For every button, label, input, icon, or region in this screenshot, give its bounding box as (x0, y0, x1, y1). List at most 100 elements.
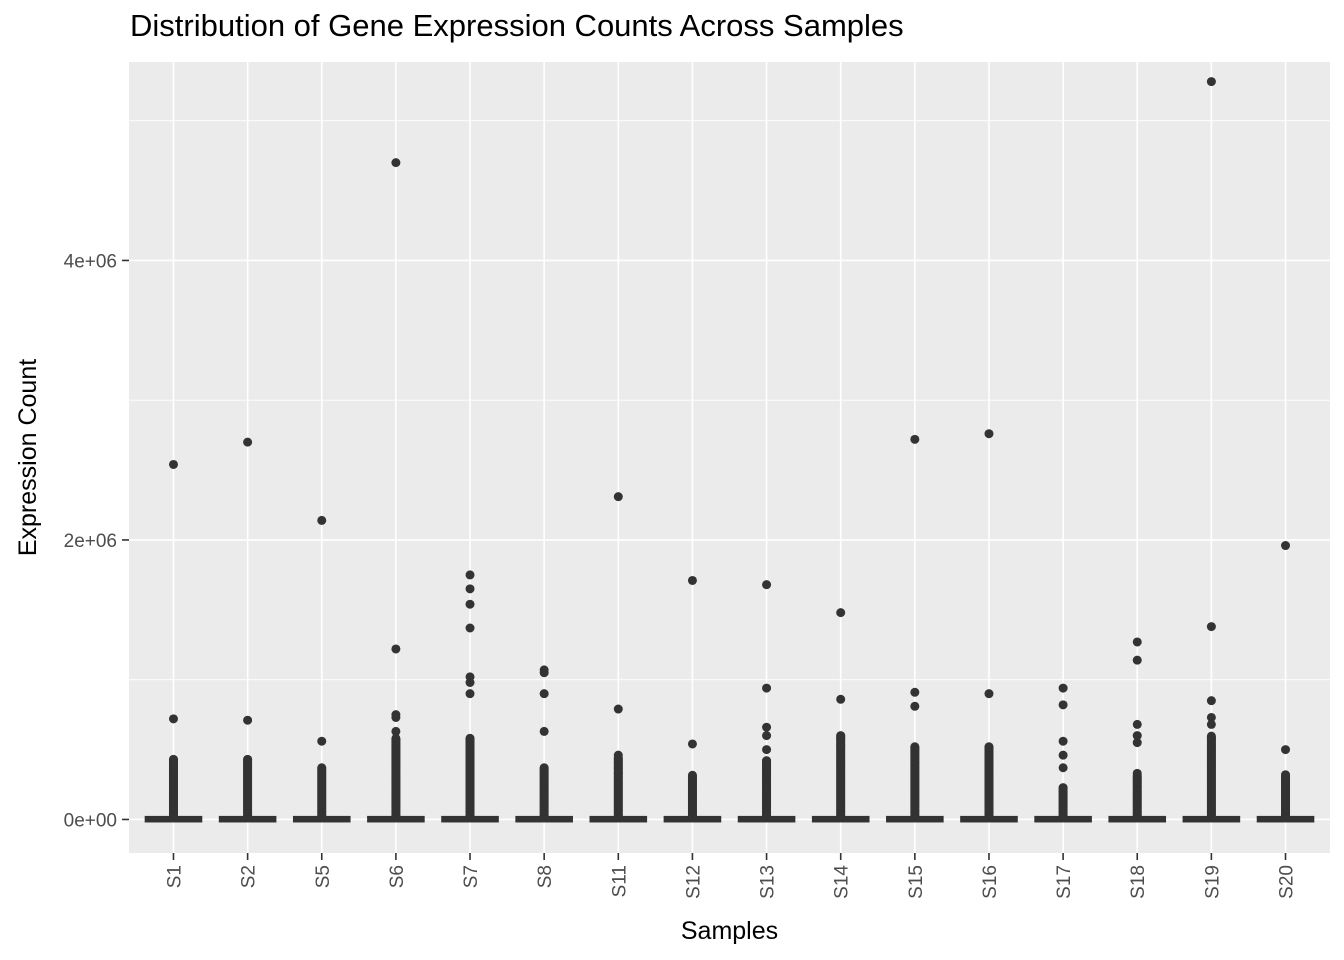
box-marks (144, 77, 1315, 823)
outlier-point (836, 608, 846, 618)
y-tick-label: 2e+06 (64, 531, 117, 552)
outlier-point (836, 733, 846, 743)
outlier-point (391, 158, 401, 168)
x-tick-label: S14 (832, 865, 853, 899)
x-tick-label: S19 (1202, 865, 1223, 899)
outlier-point (168, 714, 178, 724)
outlier-point (1132, 719, 1142, 729)
outlier-point (762, 756, 772, 766)
outlier-point (243, 715, 253, 725)
outlier-point (687, 739, 697, 749)
outlier-point (391, 644, 401, 654)
outlier-point (465, 570, 475, 580)
x-axis: S1 S2 S5 S6 S7 S8 S11 S12 S13 S14 S15 S16 S17 S18 S19 S… (164, 853, 1298, 899)
y-axis-title: Expression Count (14, 359, 42, 556)
outlier-point (1058, 736, 1068, 746)
box-group-S16 (960, 429, 1018, 823)
outlier-point (168, 459, 178, 469)
x-tick-label: S2 (239, 865, 260, 888)
box-group-S20 (1256, 541, 1315, 823)
box-group-S11 (589, 492, 648, 823)
outlier-point (836, 694, 846, 704)
outlier-point (539, 763, 549, 773)
box-group-S5 (292, 515, 351, 823)
outlier-point (613, 768, 623, 778)
outlier-point (1206, 719, 1216, 729)
x-tick-label: S1 (164, 865, 185, 888)
outlier-point (465, 623, 475, 633)
outlier-point (539, 726, 549, 736)
outlier-point (762, 683, 772, 693)
outlier-point (1132, 738, 1142, 748)
outlier-point (1281, 770, 1291, 780)
outlier-point (910, 701, 920, 711)
outlier-point (317, 763, 327, 773)
outlier-point (762, 745, 772, 755)
outlier-point (1058, 763, 1068, 773)
outlier-point (1206, 622, 1216, 632)
outlier-point (317, 736, 327, 746)
outlier-point (391, 726, 401, 736)
outlier-point (391, 712, 401, 722)
y-tick-label: 0e+00 (64, 810, 117, 831)
outlier-point (465, 678, 475, 688)
outlier-point (984, 689, 994, 699)
x-tick-label: S11 (609, 865, 630, 897)
outlier-point (687, 771, 697, 781)
outlier-point (465, 599, 475, 609)
x-tick-label: S13 (758, 865, 779, 899)
outlier-point (243, 754, 253, 764)
outlier-point (762, 731, 772, 741)
outlier-point (762, 580, 772, 590)
box-group-S17 (1034, 683, 1092, 823)
outlier-point (613, 750, 623, 760)
outlier-point (1281, 745, 1291, 755)
outlier-point (687, 575, 697, 585)
outlier-point (465, 738, 475, 748)
x-tick-label: S16 (980, 865, 1001, 899)
x-tick-label: S8 (535, 865, 556, 888)
y-tick-label: 4e+06 (64, 251, 117, 272)
y-axis: 0e+00 2e+06 4e+06 (64, 251, 129, 831)
outlier-point (1132, 768, 1142, 778)
outlier-point (1132, 655, 1142, 665)
box-group-S15 (886, 434, 944, 823)
outlier-point (613, 492, 623, 502)
outlier-point (1058, 750, 1068, 760)
outlier-point (613, 704, 623, 714)
outlier-point (391, 733, 401, 743)
box-group-S7 (441, 570, 499, 823)
outlier-point (910, 742, 920, 752)
outlier-point (762, 722, 772, 732)
x-tick-label: S5 (313, 865, 334, 888)
outlier-point (1058, 683, 1068, 693)
outlier-point (1206, 712, 1216, 722)
outlier-point (910, 434, 920, 444)
outlier-point (1206, 696, 1216, 706)
outlier-point (1206, 733, 1216, 743)
outlier-point (465, 584, 475, 594)
box-group-S18 (1108, 637, 1167, 823)
box-group-S6 (367, 158, 425, 823)
x-tick-label: S20 (1277, 865, 1298, 899)
box-group-S1 (144, 459, 203, 823)
x-tick-label: S12 (683, 865, 704, 899)
plot-panel (129, 62, 1330, 853)
box-group-S14 (811, 608, 870, 823)
outlier-point (1058, 783, 1068, 793)
x-tick-label: S7 (461, 865, 482, 888)
x-tick-label: S15 (906, 865, 927, 899)
outlier-point (984, 429, 994, 439)
outlier-point (243, 437, 253, 447)
box-group-S19 (1182, 77, 1241, 823)
x-axis-title: Samples (681, 917, 778, 945)
outlier-point (317, 515, 327, 525)
outlier-point (465, 689, 475, 699)
outlier-point (1206, 77, 1216, 87)
box-group-S12 (663, 575, 722, 823)
box-group-S13 (737, 580, 796, 823)
outlier-point (1132, 731, 1142, 741)
outlier-point (836, 740, 846, 750)
outlier-point (539, 668, 549, 678)
